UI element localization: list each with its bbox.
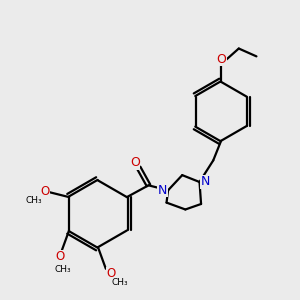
Text: O: O [130,156,140,169]
Text: O: O [40,185,49,198]
Text: O: O [56,250,65,263]
Text: CH₃: CH₃ [111,278,128,287]
Text: N: N [158,184,167,197]
Text: O: O [106,267,116,280]
Text: CH₃: CH₃ [55,265,71,274]
Text: CH₃: CH₃ [26,196,42,205]
Text: N: N [201,176,210,188]
Text: O: O [216,53,226,66]
